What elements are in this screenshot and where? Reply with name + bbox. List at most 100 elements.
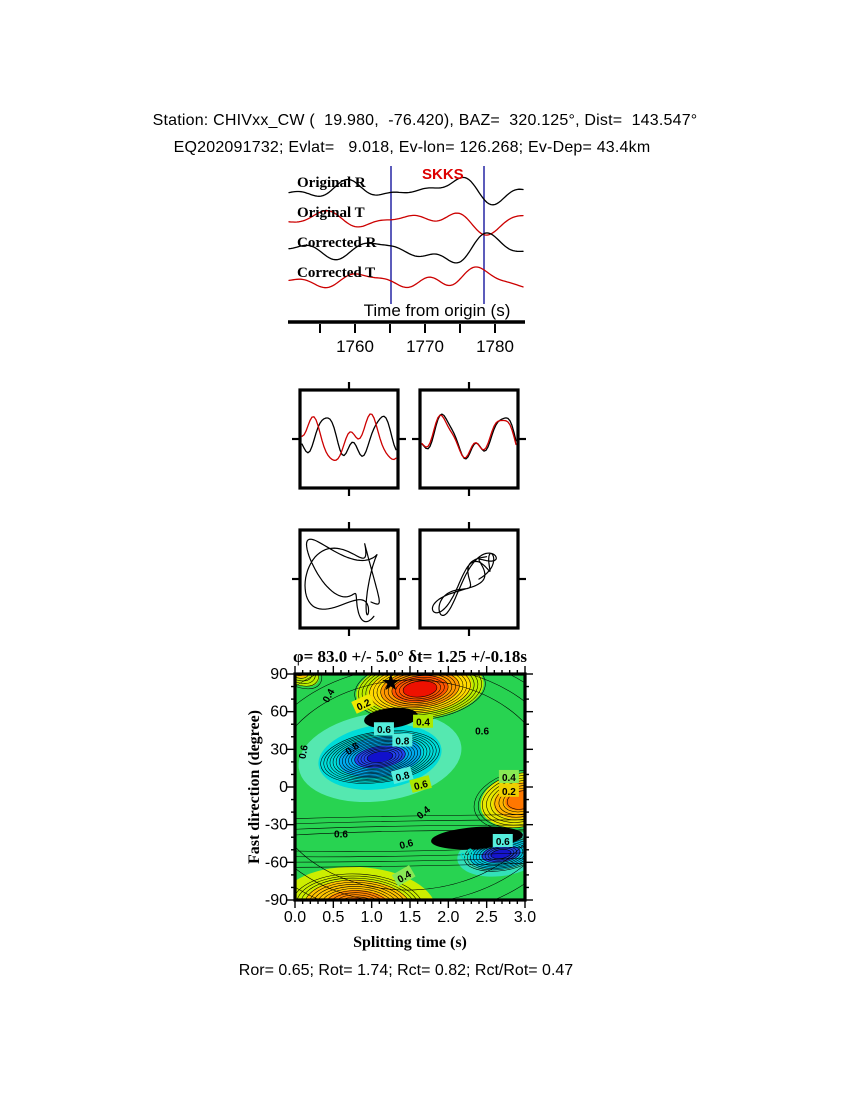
contour-line [360, 748, 400, 766]
splitting-map-panel: 0.0 0.5 1.0 1.5 2.0 2.5 3.0 90 60 30 0 -30 -60 -90 φ= … [246, 647, 536, 951]
best-fit-star [382, 673, 400, 691]
trace-original-r [288, 176, 524, 206]
contour-fill [367, 751, 393, 763]
contour-line [295, 873, 425, 900]
contour-line [308, 881, 408, 900]
contour-line [351, 744, 409, 770]
x-axis-label: Splitting time (s) [353, 934, 467, 951]
particle-motion-curve [304, 538, 380, 623]
contour-label: 0.4 [413, 714, 434, 729]
contour-fill [490, 849, 512, 859]
trace-label-2: Corrected R [297, 235, 376, 251]
contour-label-bg [390, 766, 414, 785]
x-tick-label: 2.0 [437, 909, 459, 926]
contour-label-bg [391, 865, 416, 887]
contour-label-text: 0.6 [398, 838, 415, 852]
slow-component [301, 413, 397, 461]
contour-line [399, 678, 441, 700]
contour-line [304, 879, 412, 900]
particle-motion-corrected-box [412, 522, 526, 636]
phase-label-skks: SKKS [422, 166, 464, 183]
contour-line [345, 741, 415, 773]
contour-label: 0.2 [498, 783, 519, 798]
time-axis-label: Time from origin (s) [364, 301, 511, 320]
contour-label-text: 0.8 [395, 770, 412, 784]
contour-line [380, 674, 460, 709]
trace-label-1: Original T [297, 205, 365, 221]
trace-label-0: Original R [297, 175, 366, 191]
contour-line [295, 674, 313, 682]
contour-line [333, 894, 383, 900]
y-axis-label: Fast direction (degree) [246, 710, 263, 864]
contour-label: 0.4 [498, 769, 519, 784]
contour-line [384, 674, 456, 707]
time-tick-label: 1780 [476, 337, 514, 356]
contour-line [395, 676, 445, 702]
y-tick-label: -90 [265, 892, 288, 909]
contour-line [376, 674, 464, 710]
contour-line [335, 737, 425, 777]
contour-line [373, 674, 467, 712]
fast-slow-corrected-box [412, 382, 526, 496]
contour-line [337, 896, 379, 900]
contour-label-text: 0.4 [416, 718, 430, 729]
contour-label-bg [351, 693, 375, 714]
contour-line [295, 674, 316, 684]
contour-line [391, 675, 449, 703]
contour-label-bg [492, 833, 513, 847]
contour-line [402, 680, 438, 698]
x-tick-label: 1.0 [361, 909, 383, 926]
trace-corrected-r [288, 232, 524, 264]
contour-line [329, 892, 387, 900]
contour-label: 0.6 [334, 829, 348, 840]
contour-label: 0.8 [390, 766, 414, 785]
time-tick-label: 1770 [406, 337, 444, 356]
contour-label-text: 0.4 [502, 773, 516, 784]
contour-label-bg [373, 722, 394, 736]
contour-label: 0.6 [475, 727, 489, 738]
x-tick-label: 3.0 [514, 909, 536, 926]
map-title: φ= 83.0 +/- 5.0° δt= 1.25 +/-0.18s [293, 647, 527, 666]
fast-component [301, 415, 397, 457]
time-tick-label: 1760 [336, 337, 374, 356]
y-tick-label: 30 [270, 741, 288, 758]
contour-label-text: 0.6 [377, 725, 391, 736]
y-tick-label: 0 [279, 779, 288, 796]
contour-label-text: 0.2 [355, 697, 373, 713]
box-frame [298, 528, 400, 630]
contour-line [295, 679, 525, 891]
contour-line [366, 750, 394, 764]
contour-label-bg [498, 769, 519, 783]
contour-label: 0.2 [351, 693, 375, 714]
contour-line [295, 814, 525, 868]
contour-label-text: 0.8 [395, 737, 409, 748]
contour-label: 0.6 [398, 838, 415, 852]
contour-line [338, 738, 422, 776]
results-line: Ror= 0.65; Rot= 1.74; Rct= 0.82; Rct/Rot… [238, 962, 574, 979]
contour-label-text: 0.6 [413, 779, 430, 793]
contour-label-bg [498, 783, 519, 797]
contour-label: 0.6 [298, 744, 311, 760]
contour-line [295, 830, 525, 852]
contour-fill [403, 680, 437, 698]
contour-label-text: 0.6 [334, 829, 348, 840]
y-tick-label: -30 [265, 817, 288, 834]
contour-label-text: 0.6 [475, 727, 489, 738]
x-tick-label: 1.5 [399, 909, 421, 926]
contour-label-bg [413, 714, 434, 728]
contour-line [342, 739, 418, 775]
x-tick-label: 0.0 [284, 909, 306, 926]
contour-line [325, 890, 391, 900]
contour-line [312, 884, 404, 900]
contour-line [295, 824, 525, 858]
trace-original-t [288, 210, 524, 236]
particle-motion-curve [431, 552, 497, 617]
contour-line [348, 742, 412, 772]
contour-line [295, 674, 323, 690]
contour-label: 0.6 [492, 833, 513, 848]
station-title: Station: CHIVxx_CW ( 19.980, -76.420), B… [152, 112, 698, 129]
contour-line [363, 749, 397, 765]
y-tick-label: -60 [265, 854, 288, 871]
slow-component [421, 414, 517, 459]
